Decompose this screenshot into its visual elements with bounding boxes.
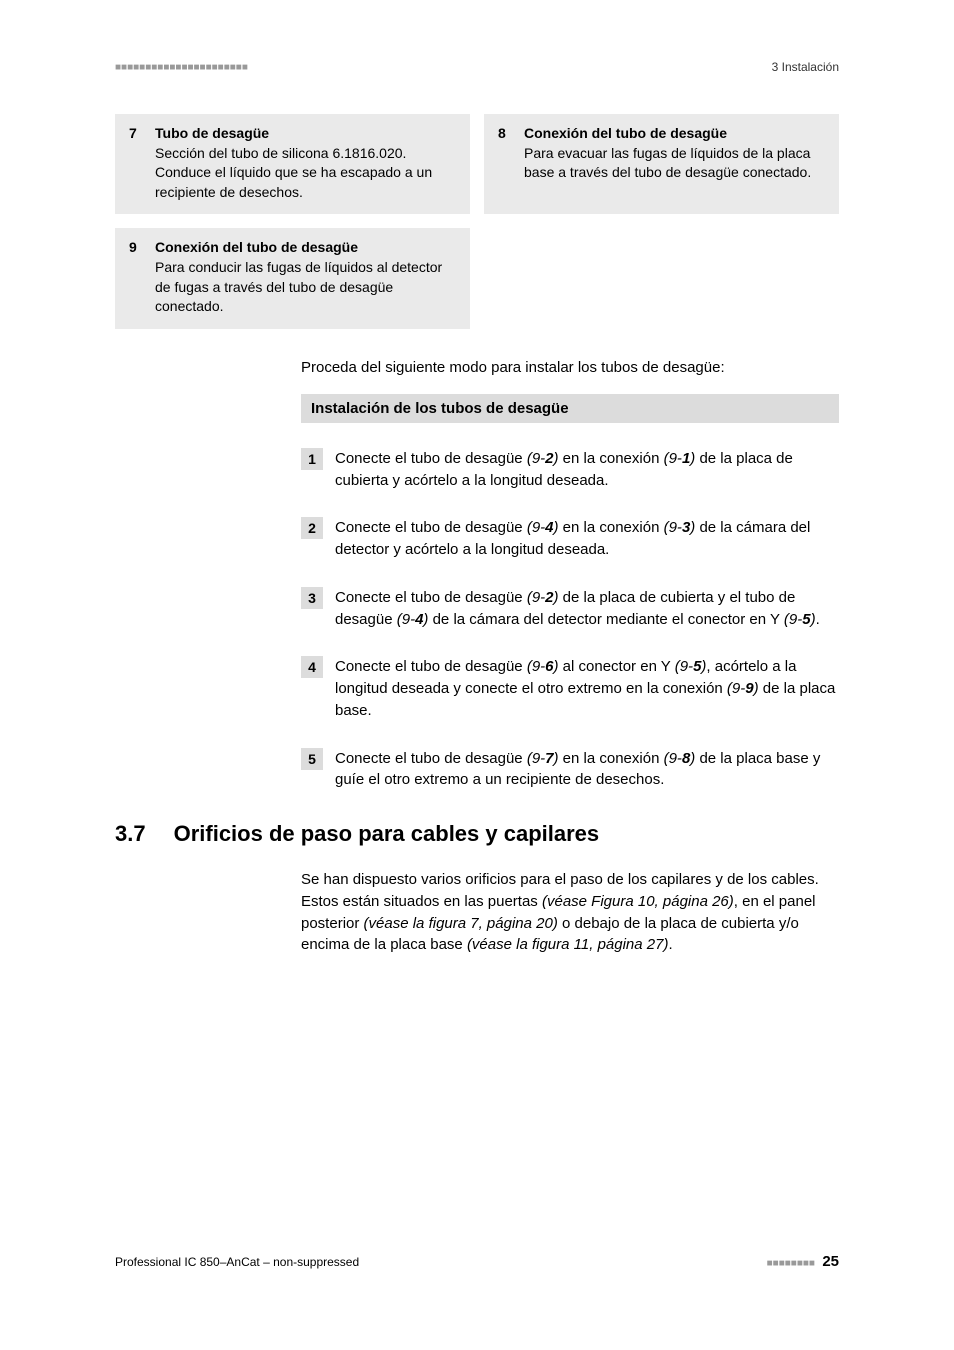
step: 3 Conecte el tubo de desagüe (9-2) de la … [301,587,839,631]
step: 2 Conecte el tubo de desagüe (9-4) en la … [301,517,839,561]
step: 1 Conecte el tubo de desagüe (9-2) en la … [301,448,839,492]
page-header: ■■■■■■■■■■■■■■■■■■■■■■ 3 Instalación [115,60,839,74]
step-number: 1 [301,448,323,470]
definition-boxes-row-2: 9 Conexión del tubo de desagüe Para cond… [115,228,839,328]
step-number: 4 [301,656,323,678]
footer-dashes: ■■■■■■■■ [767,1258,815,1269]
section-title: Orificios de paso para cables y capilare… [174,821,600,847]
steps-list: 1 Conecte el tubo de desagüe (9-2) en la … [115,448,839,791]
definition-title: Conexión del tubo de desagüe [155,238,456,258]
header-dashes: ■■■■■■■■■■■■■■■■■■■■■■ [115,62,248,73]
footer-page-number: 25 [822,1253,839,1270]
page-footer: Professional IC 850–AnCat – non-suppress… [115,1253,839,1270]
footer-left: Professional IC 850–AnCat – non-suppress… [115,1255,359,1269]
definition-body: Sección del tubo de silicona 6.1816.020.… [155,145,432,200]
definition-title: Conexión del tubo de desagüe [524,124,825,144]
definition-boxes-row-1: 7 Tubo de desagüe Sección del tubo de si… [115,114,839,214]
definition-title: Tubo de desagüe [155,124,456,144]
definition-box: 7 Tubo de desagüe Sección del tubo de si… [115,114,470,214]
definition-box: 9 Conexión del tubo de desagüe Para cond… [115,228,470,328]
definition-content: Tubo de desagüe Sección del tubo de sili… [155,124,456,202]
step-text: Conecte el tubo de desagüe (9-7) en la c… [335,748,839,792]
step-number: 3 [301,587,323,609]
step-number: 2 [301,517,323,539]
step: 4 Conecte el tubo de desagüe (9-6) al con… [301,656,839,721]
section-body: Se han dispuesto varios orificios para e… [301,869,839,956]
section-number: 3.7 [115,821,146,847]
step: 5 Conecte el tubo de desagüe (9-7) en la … [301,748,839,792]
definition-content: Conexión del tubo de desagüe Para evacua… [524,124,825,202]
definition-content: Conexión del tubo de desagüe Para conduc… [155,238,456,316]
procedure-intro: Proceda del siguiente modo para instalar… [301,359,839,376]
step-text: Conecte el tubo de desagüe (9-2) de la p… [335,587,839,631]
definition-body: Para evacuar las fugas de líquidos de la… [524,145,811,181]
definition-number: 7 [129,124,143,202]
definition-number: 9 [129,238,143,316]
header-section-label: 3 Instalación [772,60,839,74]
step-text: Conecte el tubo de desagüe (9-4) en la c… [335,517,839,561]
definition-body: Para conducir las fugas de líquidos al d… [155,259,442,314]
procedure-title: Instalación de los tubos de desagüe [301,394,839,423]
step-text: Conecte el tubo de desagüe (9-6) al cone… [335,656,839,721]
definition-box: 8 Conexión del tubo de desagüe Para evac… [484,114,839,214]
step-text: Conecte el tubo de desagüe (9-2) en la c… [335,448,839,492]
definition-number: 8 [498,124,512,202]
section-heading: 3.7 Orificios de paso para cables y capi… [115,821,839,847]
footer-right: ■■■■■■■■ 25 [767,1253,839,1270]
step-number: 5 [301,748,323,770]
